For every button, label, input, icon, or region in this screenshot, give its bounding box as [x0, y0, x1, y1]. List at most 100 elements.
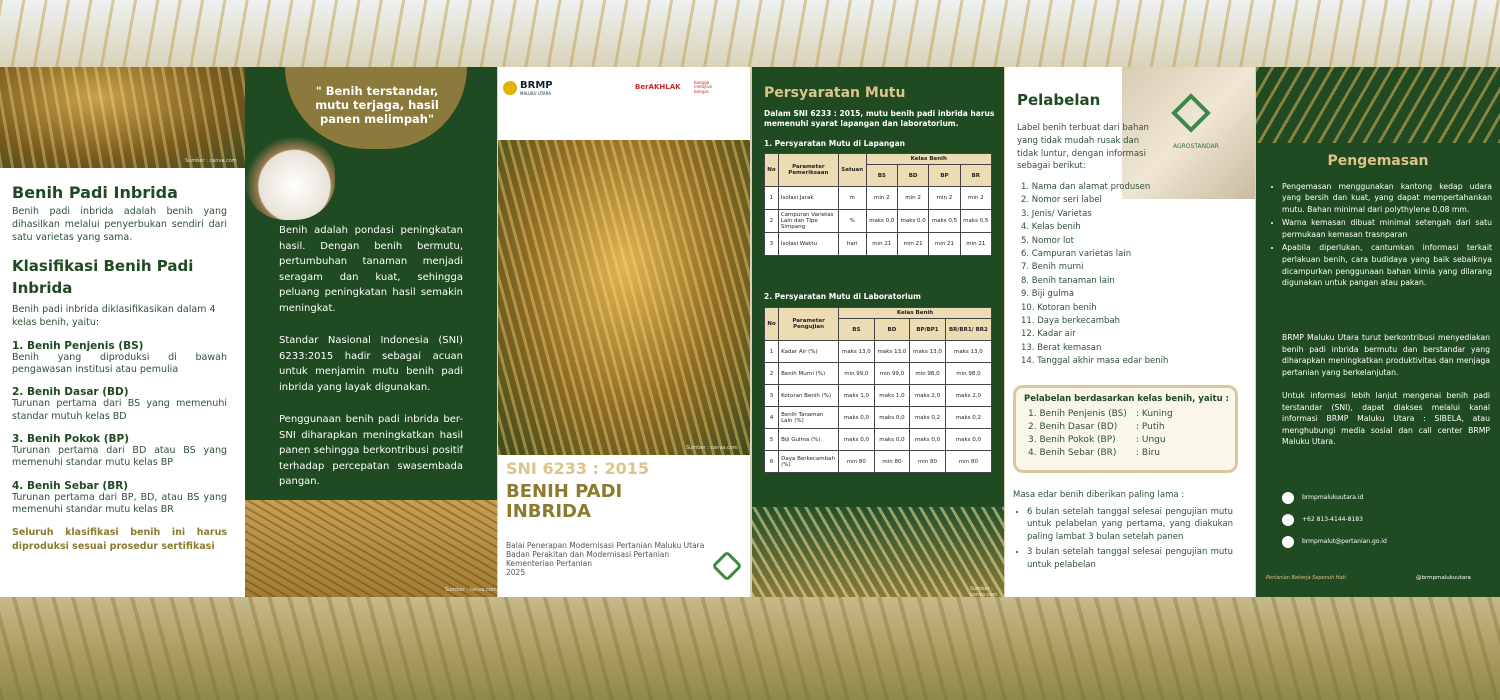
contact-text: brmpmalut@pertanian.go.id [1302, 538, 1387, 545]
box-row: 4. Benih Sebar (BR): Biru [1028, 447, 1235, 460]
table-cell: min 21 [865, 232, 898, 256]
header-row: BS BD BP BR [765, 164, 993, 187]
content: BRMP Maluku Utara turut berkontribusi me… [1282, 332, 1490, 460]
table-cell: maks 0,0 [873, 406, 911, 429]
footer-slogan: Pertanian Bekerja Sepenuh Hati [1266, 575, 1346, 581]
agency-line: Balai Penerapan Modernisasi Pertanian Ma… [506, 541, 705, 550]
class-color: : Biru [1136, 448, 1160, 458]
panel-labeling: AGROSTANDAR Pelabelan Label benih terbua… [1005, 67, 1255, 597]
bullet-list: Pengemasan menggunakan kantong kedap uda… [1256, 181, 1492, 291]
header-row: No Parameter Pengujian Kelas Benih [763, 307, 992, 341]
paragraph: Standar Nasional Indonesia (SNI) 6233:20… [279, 335, 463, 393]
table-cell: maks 0,0 [873, 428, 911, 451]
table-cell: min 80 [944, 450, 993, 473]
label-item: 14. Tanggal akhir masa edar benih [1021, 356, 1169, 367]
class-desc: Turunan pertama dari BP, BD, atau BS yan… [12, 491, 227, 515]
table-cell: % [837, 209, 867, 233]
panel-quality: Persyaratan Mutu Dalam SNI 6233 : 2015, … [752, 67, 1004, 597]
expiry-list: 6 bulan setelah tanggal selesai pengujia… [1005, 506, 1233, 574]
bullet: Pengemasan menggunakan kantong kedap uda… [1282, 181, 1492, 216]
label-item: 1. Nama dan alamat produsen [1021, 182, 1151, 192]
table-cell: maks 13,0 [944, 340, 993, 363]
background-photo [0, 597, 1500, 700]
header-cell: No [764, 153, 779, 187]
image-credit: Sumber : canva.com [185, 158, 237, 164]
agency-logo [711, 550, 743, 582]
header-cell: BR/BR1/ BR2 [944, 318, 993, 341]
logo: BRMP [520, 80, 553, 91]
table-cell: Campuran Varietas Lain dan Tipe Simpang [777, 209, 839, 233]
contact-icon [1282, 536, 1294, 548]
header-cell: Parameter Pemeriksaan [777, 153, 839, 187]
table-cell: maks 13,0 [873, 340, 911, 363]
expiry-item: 6 bulan setelah tanggal selesai pengujia… [1027, 506, 1233, 544]
table-cell: min 2 [896, 186, 930, 210]
bag-label: AGROSTANDAR [1173, 143, 1219, 150]
image-credit: Sumber : canva.com [445, 587, 497, 593]
table-row: 6 Daya Berkecambah (%) min 80 min 80 min 80 m… [763, 450, 993, 473]
grain-photo [245, 500, 497, 597]
table-cell: maks 13,0 [909, 340, 946, 363]
header-cell: BP [928, 164, 961, 187]
table-row: 4 Benih Tanaman Lain (%) maks 0,0 maks 0,0 m… [763, 406, 993, 429]
heading: Klasifikasi Benih Padi Inbrida [12, 257, 194, 298]
table-cell: min 21 [959, 232, 993, 256]
rice-photo [752, 507, 1004, 597]
table-cell: maks 13,0 [838, 340, 875, 363]
bullet: Apabila diperlukan, cantumkan informasi … [1282, 242, 1492, 288]
class-name: 3. Benih Pokok (BP) [12, 432, 130, 445]
header-row: No Parameter Pemeriksaan Satuan Kelas Benih [764, 153, 993, 187]
class-name: 3. Benih Pokok (BP) [1028, 435, 1116, 445]
agency: Balai Penerapan Modernisasi Pertanian Ma… [506, 541, 716, 577]
header-cell: BR [959, 164, 993, 187]
color-box: Pelabelan berdasarkan kelas benih, yaitu… [1013, 385, 1238, 473]
table-row: 2 Campuran Varietas Lain dan Tipe Simpang… [764, 209, 993, 233]
contacts: brmpmalukuutara.id +62 813-4144-8183 brmpm… [1282, 487, 1387, 553]
rice-sack [245, 135, 335, 220]
class-desc: Benih yang diproduksi di bawah pengawasa… [12, 351, 227, 375]
class-desc: Turunan pertama dari BD atau BS yang mem… [12, 444, 227, 469]
table-row: 3 Isolasi Waktu hari min 21 min 21 min 21 min … [764, 232, 993, 256]
table-cell: min 98,0 [944, 362, 993, 385]
expiry-heading: Masa edar benih diberikan paling lama : [1013, 490, 1185, 500]
class-color: : Putih [1136, 422, 1165, 432]
section-title: Persyaratan Mutu [764, 85, 906, 101]
table-cell: maks 2,0 [944, 384, 993, 407]
table-cell: 5 [763, 428, 780, 451]
table-cell: maks 0,0 [944, 428, 993, 451]
table-cell: 3 [764, 232, 779, 256]
header-row: BS BD BP/BP1 BR/BR1/ BR2 [765, 318, 993, 341]
table-cell: Kotoran Benih (%) [778, 384, 840, 407]
table-row: 2 Benih Murni (%) min 99,0 min 99,0 min 98,0… [763, 362, 993, 385]
section-title: Pelabelan [1017, 91, 1101, 109]
contact-icon [1282, 492, 1294, 504]
quote: " Benih terstandar, mutu terjaga, hasil … [315, 84, 439, 126]
table-cell: 1 [764, 186, 779, 210]
table-cell: min 98,0 [909, 362, 946, 385]
bullet: Warna kemasan dibuat minimal setengah da… [1282, 217, 1492, 240]
table-cell: Benih Murni (%) [778, 362, 840, 385]
table-cell: hari [837, 232, 867, 256]
panel-packaging: Pengemasan Pengemasan menggunakan kanton… [1256, 67, 1500, 597]
table-cell: Biji Gulma (%) [778, 428, 840, 451]
table-cell: min 21 [928, 232, 961, 256]
class-name: 2. Benih Dasar (BD) [12, 386, 129, 399]
table-cell: maks 0,0 [896, 209, 930, 233]
table-cell: maks 0,5 [959, 209, 993, 233]
table-cell: 6 [763, 450, 780, 473]
cover-photo [498, 140, 750, 455]
agency-line: 2025 [506, 568, 526, 577]
class-name: 1. Benih Penjenis (BS) [12, 339, 144, 352]
paragraph: Untuk informasi lebih lanjut mengenai be… [1282, 391, 1490, 447]
panel-quote: " Benih terstandar, mutu terjaga, hasil … [245, 67, 497, 597]
table-cell: maks 1,0 [838, 384, 875, 407]
box-row: 1. Benih Penjenis (BS): Kuning [1028, 408, 1235, 421]
table-row: 3 Kotoran Benih (%) maks 1,0 maks 1,0 maks 2… [763, 384, 993, 407]
table-cell: min 2 [959, 186, 993, 210]
table-cell: Benih Tanaman Lain (%) [778, 406, 840, 429]
table-cell: 3 [763, 384, 780, 407]
table-row: 1 Isolasi Jarak m min 2 min 2 min 2 min 2 [764, 186, 993, 210]
grain-decor [1256, 67, 1500, 143]
header-cell: BD [896, 164, 930, 187]
